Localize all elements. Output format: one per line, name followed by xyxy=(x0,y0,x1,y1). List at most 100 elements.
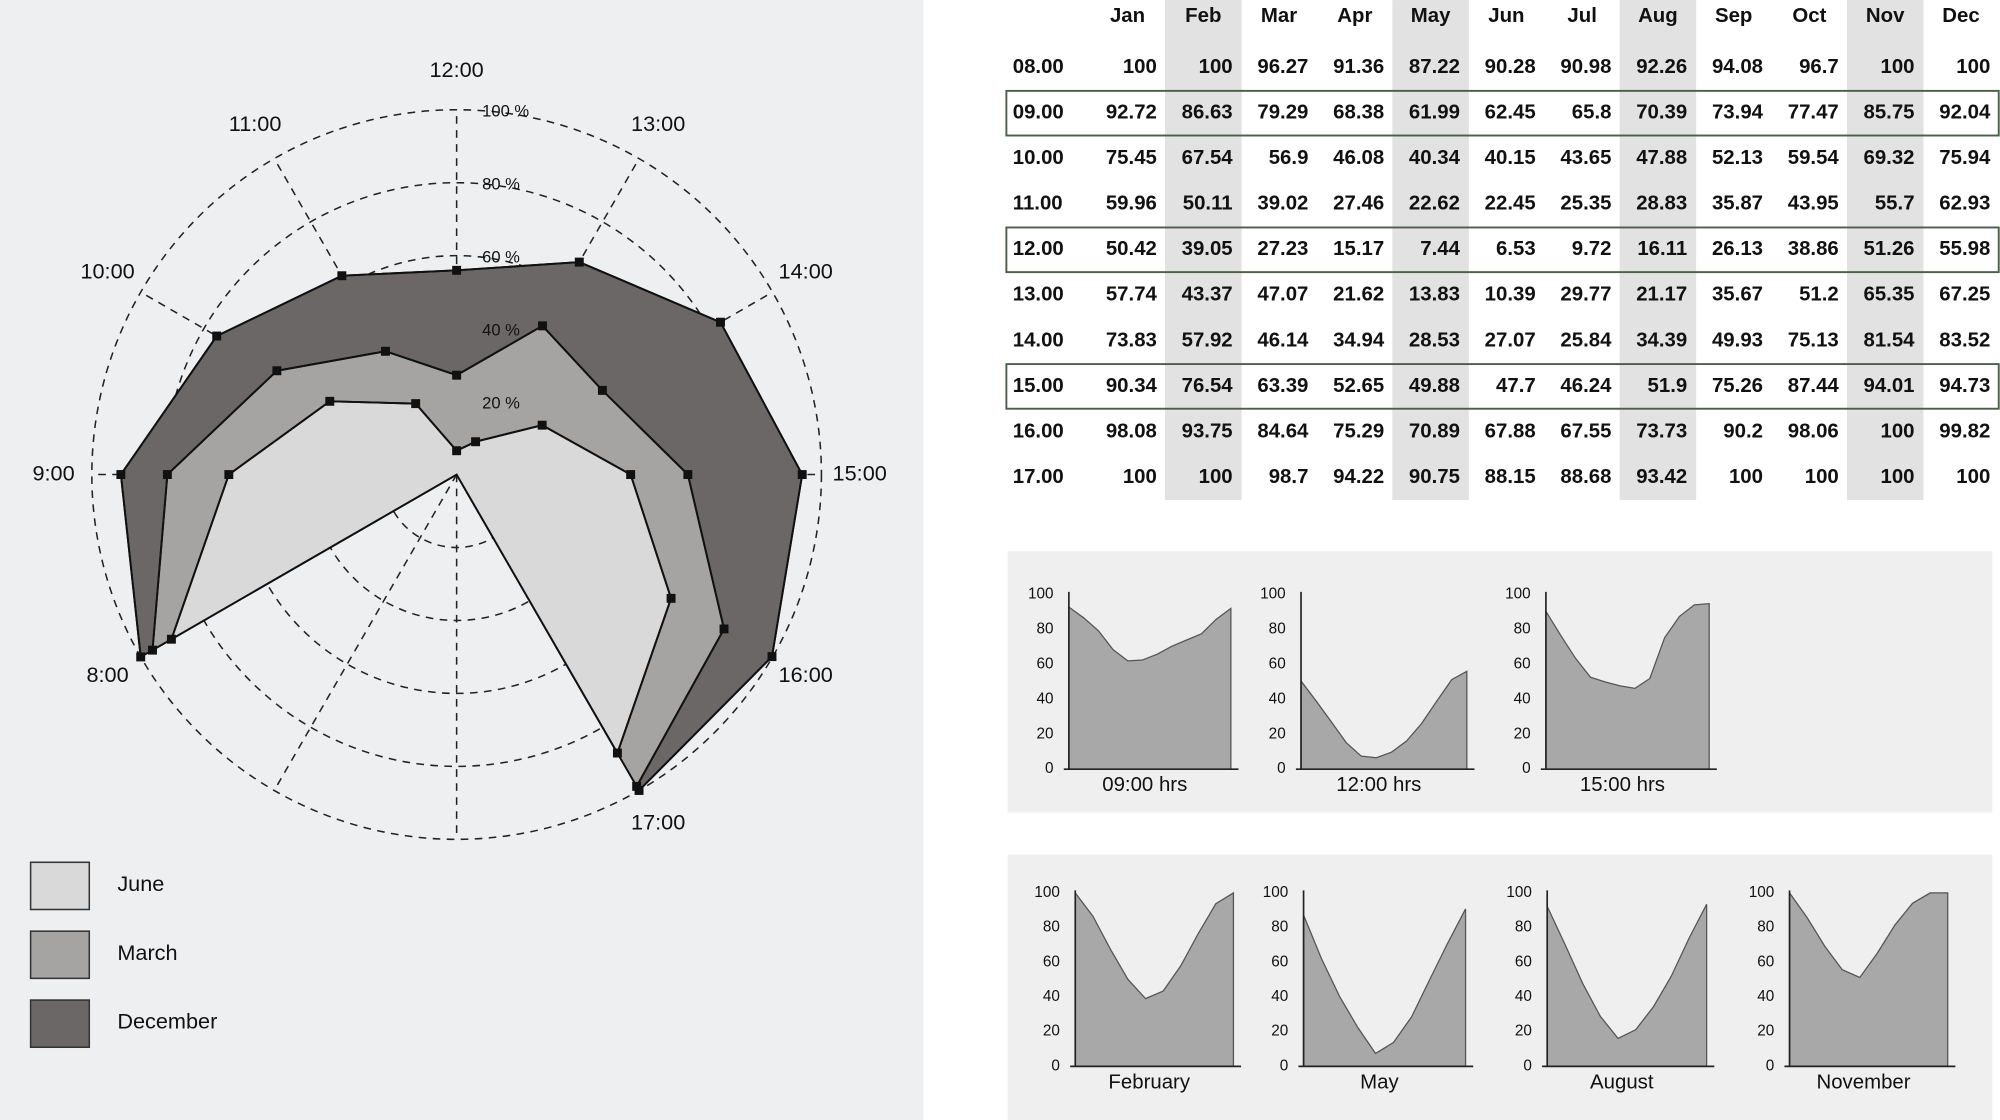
y-tick-label: 40 xyxy=(1271,988,1288,1005)
cell: 90.2 xyxy=(1723,420,1763,442)
cell: 90.75 xyxy=(1409,466,1460,488)
y-tick-label: 0 xyxy=(1522,760,1531,777)
cell: 59.54 xyxy=(1788,147,1840,169)
cell: 57.74 xyxy=(1106,284,1158,306)
cell: 49.88 xyxy=(1409,375,1460,397)
cell: 99.82 xyxy=(1939,420,1990,442)
cell: 55.7 xyxy=(1875,193,1915,215)
x-axis-label: November xyxy=(1816,1071,1910,1093)
row-label: 14.00 xyxy=(1013,329,1064,351)
area xyxy=(1074,891,1235,1068)
marker xyxy=(148,645,157,655)
series-line xyxy=(119,261,804,792)
cell: 28.53 xyxy=(1409,329,1460,351)
column-header: Feb xyxy=(1185,5,1221,27)
cell: 10.39 xyxy=(1485,284,1536,306)
x-axis-label: May xyxy=(1360,1071,1399,1093)
hour-label: 9:00 xyxy=(32,460,74,485)
cell: 79.29 xyxy=(1257,102,1308,124)
column-header: Dec xyxy=(1942,5,1979,27)
cell: 84.64 xyxy=(1257,420,1309,442)
column-header: Jul xyxy=(1567,5,1596,27)
legend-swatch xyxy=(29,999,91,1049)
cell: 51.26 xyxy=(1864,238,1915,260)
cell: 27.23 xyxy=(1257,238,1308,260)
cell: 96.7 xyxy=(1799,56,1839,78)
cell: 75.45 xyxy=(1106,147,1157,169)
row-label: 09.00 xyxy=(1013,102,1064,124)
column-header: Apr xyxy=(1337,5,1372,27)
marker xyxy=(116,470,126,480)
column-header: Sep xyxy=(1715,5,1752,27)
cell: 75.94 xyxy=(1939,147,1991,169)
cell: 52.65 xyxy=(1333,375,1384,397)
row-label: 16.00 xyxy=(1013,420,1064,442)
cell: 100 xyxy=(1199,466,1233,488)
y-tick-label: 100 xyxy=(1749,884,1775,901)
legend-label: December xyxy=(117,1009,217,1034)
ring-label: 40 % xyxy=(482,321,520,340)
cell: 57.92 xyxy=(1182,329,1233,351)
cell: 40.15 xyxy=(1485,147,1536,169)
row-label: 15.00 xyxy=(1013,375,1064,397)
cell: 56.9 xyxy=(1269,147,1309,169)
cell: 39.02 xyxy=(1257,193,1308,215)
row-label: 08.00 xyxy=(1013,56,1064,78)
ring-label: 100 % xyxy=(482,102,529,121)
cell: 51.9 xyxy=(1648,375,1688,397)
column-header: May xyxy=(1411,5,1451,27)
row-box xyxy=(1005,226,2000,274)
column-shade xyxy=(1392,0,1469,501)
y-tick-label: 80 xyxy=(1269,620,1286,637)
marker xyxy=(411,399,421,409)
cell: 26.13 xyxy=(1712,238,1763,260)
cell: 100 xyxy=(1805,466,1839,488)
column-header: Jun xyxy=(1488,5,1524,27)
y-tick-label: 80 xyxy=(1037,620,1054,637)
cell: 35.87 xyxy=(1712,193,1763,215)
y-tick-label: 80 xyxy=(1043,919,1060,936)
y-tick-label: 40 xyxy=(1037,690,1054,707)
cell: 65.8 xyxy=(1572,102,1612,124)
y-tick-label: 60 xyxy=(1515,953,1532,970)
marker xyxy=(212,331,222,341)
marker xyxy=(325,396,335,406)
cell: 6.53 xyxy=(1496,238,1536,260)
hour-label: 13:00 xyxy=(631,111,685,136)
y-tick-label: 20 xyxy=(1515,1023,1532,1040)
cell: 46.24 xyxy=(1560,375,1612,397)
ring-label: 80 % xyxy=(482,175,520,194)
column-header: Nov xyxy=(1866,5,1905,27)
x-axis-label: August xyxy=(1590,1071,1654,1093)
cell: 22.45 xyxy=(1485,193,1536,215)
ring xyxy=(91,108,823,841)
cell: 34.39 xyxy=(1636,329,1687,351)
y-tick-label: 20 xyxy=(1037,725,1054,742)
cell: 81.54 xyxy=(1864,329,1916,351)
cell: 16.11 xyxy=(1637,238,1687,260)
y-tick-label: 80 xyxy=(1514,620,1531,637)
cell: 98.7 xyxy=(1269,466,1309,488)
y-tick-label: 20 xyxy=(1757,1023,1774,1040)
y-tick-label: 40 xyxy=(1043,988,1060,1005)
cell: 7.44 xyxy=(1420,238,1460,260)
row-label: 12.00 xyxy=(1013,238,1064,260)
y-tick-label: 20 xyxy=(1269,725,1286,742)
hour-label: 11:00 xyxy=(229,111,282,136)
cell: 65.35 xyxy=(1864,284,1915,306)
cell: 90.28 xyxy=(1485,56,1536,78)
cell: 76.54 xyxy=(1182,375,1234,397)
marker xyxy=(767,652,777,662)
cell: 67.88 xyxy=(1485,420,1536,442)
ring-label: 60 % xyxy=(482,248,520,267)
marker xyxy=(612,748,622,758)
cell: 27.07 xyxy=(1485,329,1536,351)
cell: 87.44 xyxy=(1788,375,1840,397)
x-axis-label: 09:00 hrs xyxy=(1102,774,1187,796)
column-shade xyxy=(1165,0,1242,501)
column-shade xyxy=(1846,0,1924,501)
legend-label: March xyxy=(117,940,177,965)
cell: 69.32 xyxy=(1864,147,1915,169)
marker xyxy=(162,470,172,480)
